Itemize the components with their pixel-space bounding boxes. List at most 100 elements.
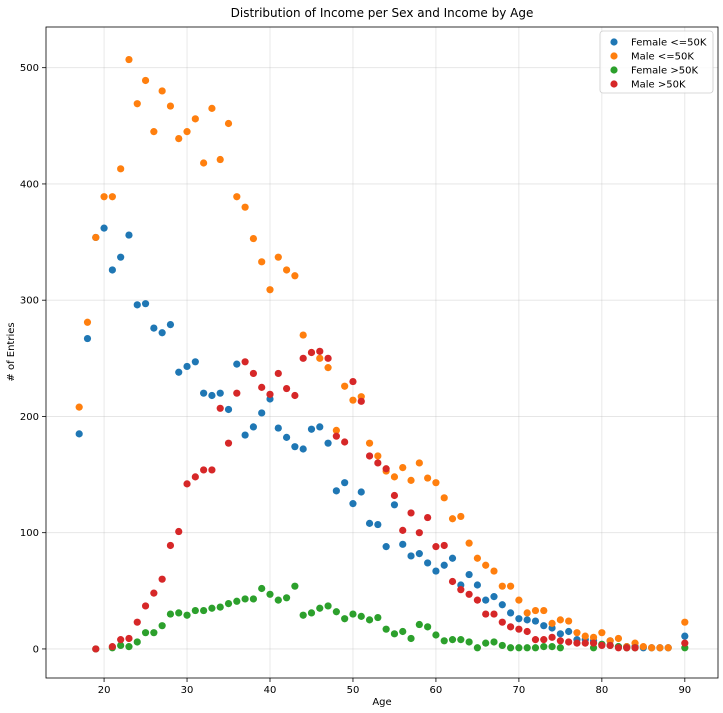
data-point <box>448 515 457 523</box>
y-tick-label: 300 <box>20 296 39 307</box>
data-point <box>540 622 548 630</box>
data-point <box>399 526 407 534</box>
data-point <box>282 266 291 274</box>
data-point <box>415 529 423 537</box>
legend-marker <box>610 38 618 46</box>
data-point <box>266 590 274 598</box>
data-point <box>332 432 340 440</box>
y-tick-label: 400 <box>20 179 39 190</box>
plot-frame <box>45 26 719 679</box>
data-point <box>175 368 183 376</box>
data-point <box>150 128 158 136</box>
data-point <box>216 603 224 611</box>
data-point <box>415 459 423 467</box>
data-point <box>141 602 150 610</box>
data-point <box>208 104 216 112</box>
x-tick-label: 90 <box>678 685 691 696</box>
data-point <box>482 610 490 618</box>
data-point <box>141 300 150 308</box>
data-point <box>249 234 258 243</box>
data-point <box>133 100 141 108</box>
data-point <box>399 540 407 548</box>
data-point <box>523 609 531 617</box>
data-point <box>75 403 83 411</box>
data-point <box>515 615 523 623</box>
data-point <box>183 611 191 619</box>
data-point <box>150 324 158 332</box>
data-point <box>166 321 175 329</box>
data-point <box>465 539 473 547</box>
data-point <box>656 644 664 652</box>
data-point <box>506 644 515 652</box>
data-point <box>482 561 490 569</box>
data-point <box>224 439 233 447</box>
data-point <box>349 396 357 404</box>
data-point <box>432 631 440 639</box>
data-point <box>200 606 208 615</box>
data-point <box>556 630 564 638</box>
data-point <box>183 128 191 136</box>
data-point <box>374 520 382 529</box>
data-point <box>515 596 523 604</box>
data-point <box>573 629 581 637</box>
data-point <box>349 500 357 508</box>
data-point <box>299 331 307 339</box>
data-point <box>424 474 432 482</box>
data-point <box>299 354 307 362</box>
data-point <box>133 638 141 646</box>
data-point <box>531 617 540 625</box>
data-point <box>473 554 482 562</box>
data-point <box>523 627 531 636</box>
data-point <box>291 272 299 280</box>
data-point <box>598 629 606 637</box>
data-point <box>415 620 423 629</box>
x-tick-label: 20 <box>98 685 111 696</box>
data-point <box>523 616 531 624</box>
data-point <box>158 575 166 583</box>
data-point <box>233 597 241 605</box>
data-point <box>482 639 490 647</box>
data-point <box>664 644 672 652</box>
data-point <box>332 487 340 495</box>
data-point <box>498 582 506 590</box>
data-point <box>258 584 266 593</box>
data-point <box>490 610 498 618</box>
data-point <box>506 609 515 617</box>
data-point <box>473 644 482 652</box>
data-point <box>233 360 241 368</box>
data-point <box>598 641 606 650</box>
legend-box <box>599 30 714 94</box>
y-tick-label: 0 <box>33 644 39 655</box>
data-point <box>75 430 83 438</box>
data-point <box>432 567 440 575</box>
data-point <box>125 55 133 64</box>
data-point <box>681 632 689 640</box>
data-point <box>274 253 282 261</box>
y-tick-label: 500 <box>20 63 39 74</box>
data-point <box>623 644 631 652</box>
data-point <box>432 479 440 487</box>
data-point <box>258 409 266 417</box>
data-point <box>365 439 374 447</box>
data-point <box>316 423 324 431</box>
data-point <box>440 637 448 645</box>
data-point <box>341 382 349 390</box>
data-point <box>341 615 349 623</box>
data-point <box>482 596 490 604</box>
data-point <box>166 610 175 618</box>
data-point <box>108 643 116 651</box>
data-point <box>565 627 573 636</box>
x-tick-label: 30 <box>181 685 194 696</box>
data-point <box>374 459 382 467</box>
data-point <box>150 589 158 597</box>
data-point <box>258 258 266 266</box>
y-tick-label: 100 <box>20 528 39 539</box>
data-point <box>175 135 183 143</box>
data-point <box>216 155 224 164</box>
data-point <box>316 604 324 612</box>
data-point <box>299 611 307 619</box>
data-point <box>548 643 556 651</box>
data-point <box>448 577 457 586</box>
data-point <box>125 634 133 643</box>
